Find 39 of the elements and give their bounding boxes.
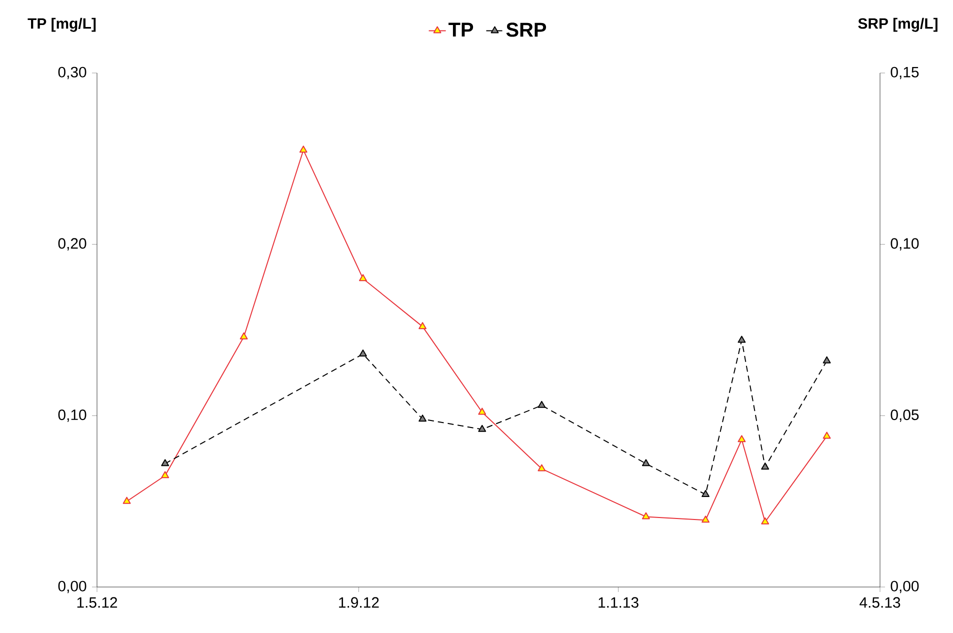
point <box>761 517 770 524</box>
point <box>478 424 486 432</box>
point <box>161 471 170 478</box>
point <box>738 435 746 442</box>
y-tick-label: 0,30 <box>58 66 86 80</box>
point <box>478 408 486 415</box>
legend-label: SRP <box>506 22 546 37</box>
y2-axis-title: SRP [mg/L] <box>858 18 938 32</box>
point <box>359 274 367 282</box>
point <box>240 332 248 340</box>
point <box>418 414 427 422</box>
x-tick-label: 1.1.13 <box>598 597 638 608</box>
point <box>702 516 710 523</box>
y2-tick-label: 0,15 <box>890 66 919 80</box>
y-tick-label: 0,10 <box>58 409 86 422</box>
point <box>418 322 427 330</box>
point <box>642 459 650 466</box>
x-tick-label: 1.9.12 <box>339 597 379 608</box>
point <box>702 490 710 497</box>
y-tick-label: 0,00 <box>58 580 86 594</box>
point <box>299 146 308 153</box>
point <box>822 356 831 364</box>
point <box>738 336 746 343</box>
point <box>161 459 170 466</box>
y-axis-title: TP [mg/L] <box>28 18 96 32</box>
point <box>822 432 831 439</box>
point <box>122 496 131 504</box>
x-tick-label: 1.5.12 <box>77 597 118 608</box>
x-tick-label: 4.5.13 <box>860 597 900 608</box>
y2-tick-label: 0,05 <box>890 409 919 422</box>
y2-tick-label: 0,00 <box>890 580 919 594</box>
point <box>359 349 367 356</box>
point <box>538 464 546 472</box>
point <box>642 512 650 520</box>
point <box>538 400 546 408</box>
legend-label: TP <box>448 22 474 36</box>
y-tick-label: 0,20 <box>58 238 86 250</box>
point <box>761 462 770 470</box>
y2-tick-label: 0,10 <box>890 238 919 250</box>
